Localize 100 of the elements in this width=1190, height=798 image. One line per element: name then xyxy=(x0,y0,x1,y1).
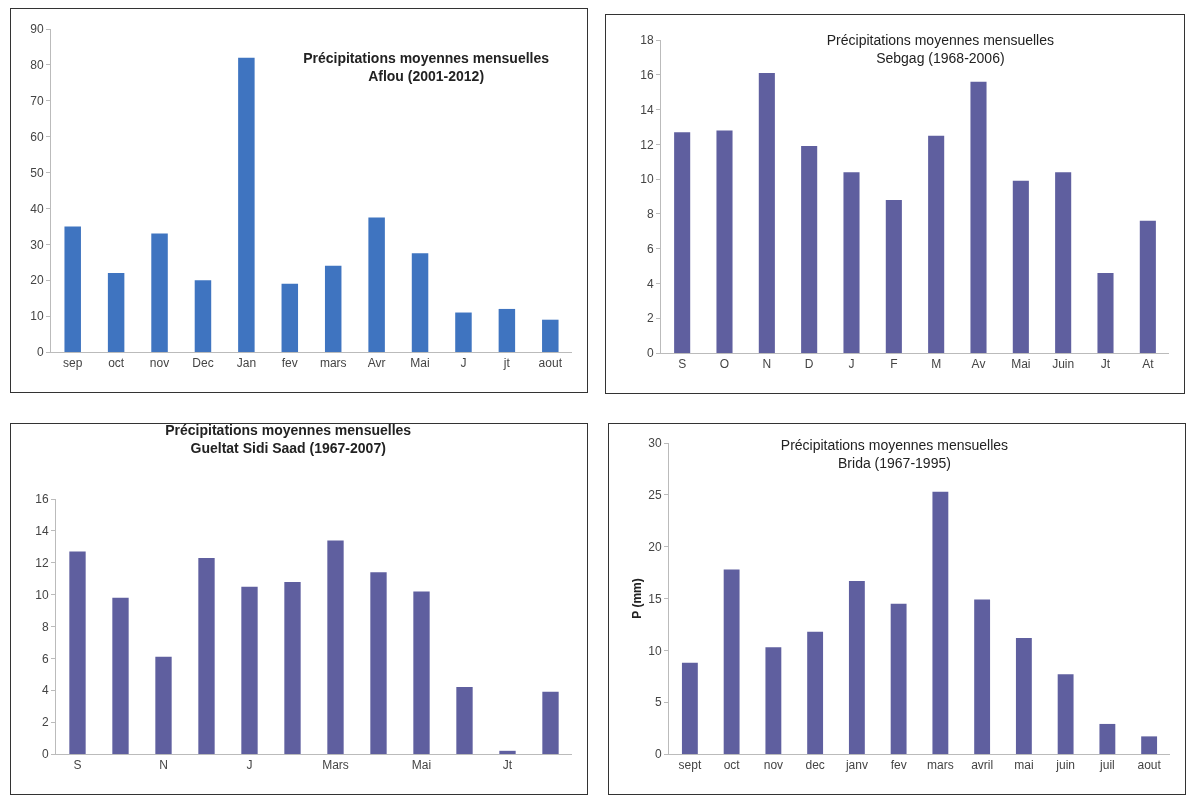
y-tick-label: 30 xyxy=(648,436,662,451)
y-tick-label: 8 xyxy=(41,619,49,634)
text: Précipitations moyennes mensuelles Aflou (2001-2012) xyxy=(303,49,550,84)
bar xyxy=(542,691,559,754)
y-tick-label: 12 xyxy=(35,555,49,570)
y-tick-label: 90 xyxy=(30,22,44,37)
bar xyxy=(281,283,299,352)
x-tick-label: N xyxy=(159,758,168,773)
bar xyxy=(241,586,258,754)
y-tick-label: 0 xyxy=(36,345,44,360)
bar xyxy=(112,597,129,754)
x-tick-label: J xyxy=(848,357,855,372)
y-tick-label: 6 xyxy=(646,241,654,256)
x-tick-label: avril xyxy=(971,758,994,773)
bar xyxy=(499,750,516,754)
x-tick-label: J xyxy=(246,758,253,773)
bar xyxy=(455,312,472,352)
y-tick-label: 4 xyxy=(646,276,654,291)
x-tick-label: Jt xyxy=(502,758,513,773)
x-tick-label: fev xyxy=(281,356,298,371)
bar xyxy=(1097,273,1114,353)
x-tick-label: sep xyxy=(63,356,83,371)
x-tick-label: J xyxy=(460,356,467,371)
y-tick-label: 18 xyxy=(640,33,654,48)
x-tick-label: sept xyxy=(678,758,702,773)
bar xyxy=(1139,220,1156,353)
y-tick-label: 0 xyxy=(646,346,654,361)
x-tick-label: Mai xyxy=(1011,357,1031,372)
bar xyxy=(1015,637,1032,754)
y-tick-label: 12 xyxy=(640,137,654,152)
bar xyxy=(758,73,775,353)
x-tick-label: S xyxy=(73,758,82,773)
bar xyxy=(801,146,818,353)
x-tick-label: Mai xyxy=(410,356,430,371)
bar xyxy=(64,226,81,352)
bar xyxy=(542,319,559,352)
y-tick-label: 16 xyxy=(35,492,49,507)
y-tick-label: 10 xyxy=(30,309,44,324)
bar xyxy=(238,57,255,352)
x-tick-label: janv xyxy=(844,758,868,773)
bar xyxy=(1055,172,1072,353)
x-tick-label: N xyxy=(762,357,772,372)
y-tick-label: 10 xyxy=(35,587,49,602)
x-tick-label: Avr xyxy=(367,356,386,371)
x-tick-label: aout xyxy=(1137,758,1162,773)
y-tick-label: 14 xyxy=(35,524,49,539)
y-tick-label: 8 xyxy=(646,207,654,222)
y-axis-title: P (mm) xyxy=(629,578,644,619)
bar xyxy=(1057,674,1074,754)
x-tick-label: nov xyxy=(763,758,784,773)
y-tick-label: 10 xyxy=(648,643,662,658)
x-tick-label: M xyxy=(931,357,942,372)
bar xyxy=(974,599,991,754)
x-tick-label: S xyxy=(678,357,687,372)
y-tick-label: 15 xyxy=(648,591,662,606)
bar xyxy=(723,569,740,754)
y-tick-label: 5 xyxy=(654,695,662,710)
bar xyxy=(843,172,860,353)
bar xyxy=(1141,736,1158,754)
bar xyxy=(151,233,168,352)
bar xyxy=(765,647,782,754)
bar xyxy=(1099,723,1116,754)
x-tick-label: Av xyxy=(971,357,986,372)
bar xyxy=(107,273,125,352)
y-tick-label: 14 xyxy=(640,102,654,117)
x-tick-label: O xyxy=(719,357,730,372)
bar xyxy=(155,656,172,754)
bar xyxy=(284,581,301,754)
y-tick-label: 70 xyxy=(30,93,44,108)
x-tick-label: F xyxy=(890,357,898,372)
bar xyxy=(681,662,698,754)
y-tick-label: 2 xyxy=(646,311,654,326)
y-tick-label: 4 xyxy=(41,683,49,698)
y-tick-label: 25 xyxy=(648,488,662,503)
x-tick-label: mars xyxy=(927,758,954,773)
x-tick-label: Jan xyxy=(236,356,257,371)
y-tick-label: 50 xyxy=(30,165,44,180)
x-tick-label: Jt xyxy=(1100,357,1111,372)
x-tick-label: jt xyxy=(502,356,511,371)
x-tick-label: nov xyxy=(149,356,170,371)
bar xyxy=(324,265,342,352)
x-tick-label: Dec xyxy=(192,356,214,371)
x-tick-label: Mars xyxy=(322,758,349,773)
x-tick-label: mai xyxy=(1014,758,1034,773)
chart-title: Précipitations moyennes mensuelles Sebgag (1968-2006) xyxy=(826,32,1055,67)
x-tick-label: fev xyxy=(890,758,907,773)
bar xyxy=(368,217,385,352)
bar xyxy=(848,580,865,754)
y-tick-label: 6 xyxy=(41,651,49,666)
x-tick-label: juil xyxy=(1099,758,1115,773)
bar xyxy=(674,132,691,353)
x-tick-label: Juin xyxy=(1052,357,1075,372)
bar xyxy=(498,308,516,352)
bar xyxy=(456,687,473,754)
bar xyxy=(194,280,212,352)
x-tick-label: oct xyxy=(723,758,741,773)
bar xyxy=(970,81,987,353)
bar xyxy=(411,253,429,352)
y-tick-label: 40 xyxy=(30,201,44,216)
bar xyxy=(198,557,215,754)
